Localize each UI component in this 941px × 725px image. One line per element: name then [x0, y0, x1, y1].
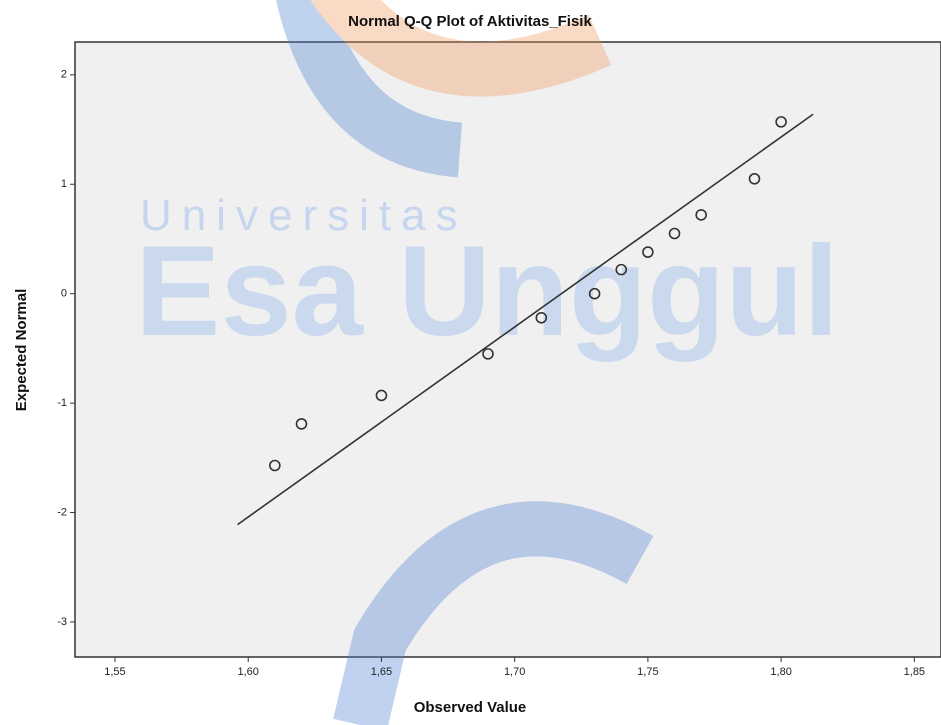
point — [269, 459, 281, 472]
y-axis-label: Expected Normal — [13, 289, 30, 412]
y-tick-label: 0 — [61, 288, 67, 300]
watermark-arc — [333, 501, 654, 725]
point — [482, 348, 494, 360]
y-tick-label: -3 — [57, 616, 67, 628]
point — [615, 263, 628, 276]
x-tick-label: 1,85 — [904, 666, 925, 678]
y-tick-label: -1 — [57, 397, 67, 409]
y-tick-label: 1 — [61, 178, 67, 190]
watermark-arc — [310, 0, 612, 97]
point — [695, 209, 707, 221]
point — [668, 227, 681, 240]
x-tick-label: 1,70 — [504, 666, 525, 678]
x-tick-label: 1,80 — [770, 666, 791, 678]
x-tick-label: 1,75 — [637, 666, 658, 678]
y-tick-label: -2 — [57, 506, 67, 518]
x-axis-label: Observed Value — [414, 699, 527, 716]
point — [295, 418, 308, 430]
y-tick-label: 2 — [61, 69, 67, 81]
point — [588, 287, 601, 300]
x-tick-label: 1,60 — [237, 666, 258, 678]
point — [535, 311, 548, 324]
plot-area — [74, 41, 941, 658]
watermark-arc — [276, 0, 463, 178]
watermark-text: Universitas — [140, 191, 468, 240]
reference-line — [237, 113, 814, 526]
point — [775, 116, 787, 128]
watermark-decoration — [276, 0, 654, 725]
watermark-text: Esa Unggul — [135, 220, 839, 363]
x-tick-label: 1,65 — [371, 666, 392, 678]
point — [375, 389, 388, 402]
chart-title: Normal Q-Q Plot of Aktivitas_Fisik — [348, 13, 592, 30]
x-tick-label: 1,55 — [104, 666, 125, 678]
point — [748, 172, 761, 185]
point — [642, 246, 654, 258]
